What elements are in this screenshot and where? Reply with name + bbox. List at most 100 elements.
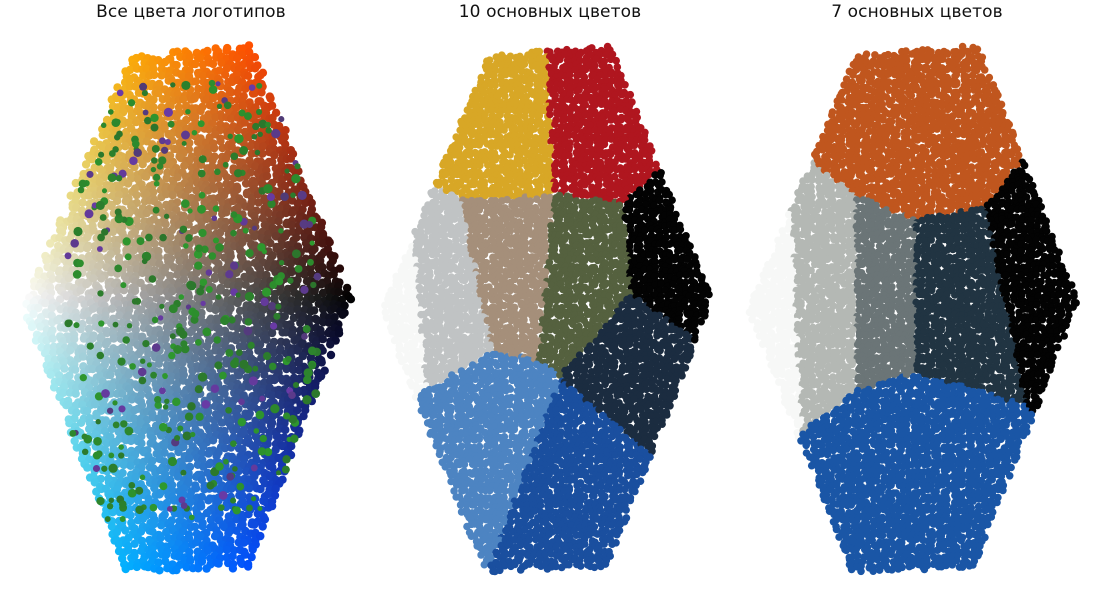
- data-point: [573, 72, 581, 80]
- data-point: [575, 86, 583, 94]
- data-point: [172, 239, 181, 248]
- data-point: [595, 136, 604, 144]
- data-point: [185, 138, 194, 148]
- data-point: [248, 376, 258, 386]
- data-point: [167, 120, 175, 128]
- data-point: [88, 334, 98, 343]
- data-point: [27, 322, 37, 332]
- data-point: [263, 447, 273, 457]
- data-point: [155, 287, 164, 296]
- data-point: [46, 239, 55, 248]
- data-point: [156, 533, 165, 542]
- data-point: [196, 502, 206, 511]
- data-point: [115, 174, 123, 182]
- data-point: [256, 82, 263, 89]
- data-point: [560, 185, 569, 193]
- data-point: [164, 138, 171, 146]
- data-point: [256, 531, 265, 541]
- data-point: [306, 221, 314, 228]
- panel-all-colors: Все цвета логотипов: [8, 0, 374, 600]
- data-point: [127, 488, 137, 498]
- data-point: [546, 110, 554, 119]
- data-point: [567, 116, 575, 124]
- data-point: [109, 357, 118, 367]
- data-point: [166, 232, 175, 241]
- data-point: [107, 304, 117, 313]
- data-point: [220, 316, 230, 326]
- data-point: [531, 147, 540, 155]
- data-point: [174, 434, 181, 442]
- data-point: [70, 239, 79, 248]
- data-point: [108, 452, 115, 459]
- data-point: [208, 79, 216, 87]
- data-point: [340, 301, 349, 310]
- data-point: [48, 334, 57, 343]
- data-point: [105, 163, 115, 172]
- data-point: [71, 383, 81, 392]
- data-point: [222, 161, 229, 168]
- data-point: [199, 71, 208, 81]
- data-point: [303, 375, 312, 385]
- data-point: [612, 56, 620, 65]
- data-point: [231, 335, 241, 345]
- data-point: [268, 138, 278, 147]
- data-point: [239, 342, 249, 351]
- data-point: [77, 186, 85, 194]
- data-point: [178, 294, 185, 300]
- data-point: [221, 70, 230, 80]
- data-point: [204, 407, 213, 417]
- data-point: [150, 166, 157, 173]
- data-point: [292, 406, 302, 415]
- data-point: [161, 550, 171, 560]
- data-point: [197, 372, 208, 382]
- data-point: [145, 227, 155, 236]
- data-point: [178, 414, 187, 423]
- data-point: [155, 490, 164, 499]
- data-point: [280, 181, 290, 191]
- data-point: [187, 402, 196, 411]
- data-point: [148, 275, 157, 283]
- data-point: [268, 391, 277, 400]
- data-point: [243, 562, 253, 571]
- data-point: [96, 246, 103, 252]
- data-point: [104, 516, 111, 523]
- data-point: [114, 208, 122, 216]
- data-point: [283, 412, 291, 420]
- data-point: [267, 302, 277, 311]
- data-point: [536, 72, 544, 80]
- data-point: [157, 71, 166, 80]
- data-point: [130, 414, 139, 423]
- data-point: [192, 268, 201, 278]
- data-point: [43, 262, 52, 272]
- data-point: [178, 496, 186, 504]
- data-point: [288, 208, 297, 218]
- data-point: [318, 239, 327, 248]
- data-point: [126, 323, 133, 329]
- data-point: [158, 422, 168, 432]
- data-point: [102, 439, 112, 448]
- data-point: [169, 333, 176, 340]
- data-point: [223, 458, 229, 465]
- data-point: [585, 45, 594, 53]
- data-point: [172, 397, 181, 407]
- data-point: [235, 436, 244, 446]
- data-point: [228, 196, 238, 206]
- data-point: [491, 81, 499, 90]
- data-point: [212, 237, 220, 244]
- data-point: [259, 434, 267, 443]
- data-point: [173, 345, 183, 354]
- data-point: [107, 133, 116, 143]
- data-point: [126, 511, 135, 520]
- data-point: [247, 552, 256, 562]
- data-point: [261, 287, 272, 297]
- data-point: [298, 340, 307, 349]
- data-point: [310, 306, 319, 315]
- data-point: [215, 66, 224, 75]
- data-point: [246, 274, 255, 283]
- data-point: [517, 126, 525, 134]
- data-point: [178, 544, 188, 553]
- data-point: [217, 504, 225, 511]
- data-point: [78, 179, 87, 188]
- data-point: [55, 371, 64, 380]
- data-point: [82, 244, 92, 253]
